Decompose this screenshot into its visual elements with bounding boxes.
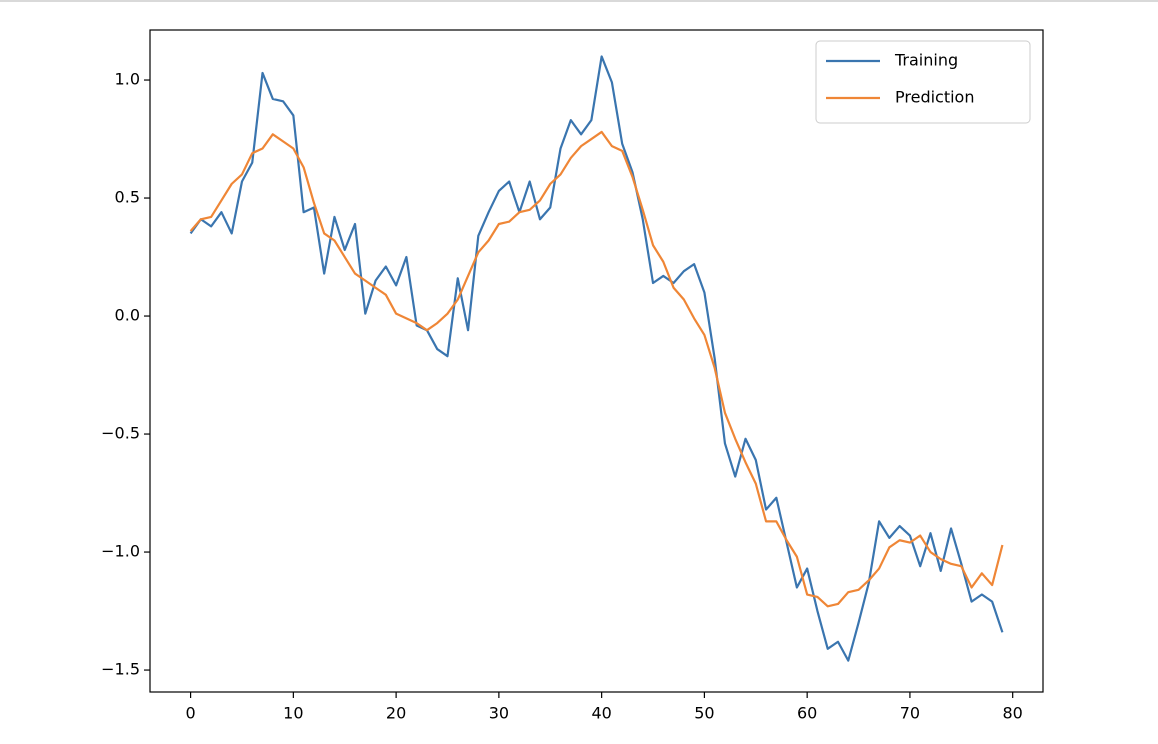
legend-label: Training [894, 51, 958, 70]
y-tick-label: −1.0 [101, 542, 140, 561]
x-tick-label: 50 [694, 704, 714, 723]
y-tick-label: 0.5 [115, 188, 140, 207]
y-tick-label: −1.5 [101, 660, 140, 679]
x-tick-label: 70 [900, 704, 920, 723]
y-tick-label: 0.0 [115, 306, 140, 325]
y-tick-label: −0.5 [101, 424, 140, 443]
x-tick-label: 30 [489, 704, 509, 723]
x-tick-label: 80 [1003, 704, 1023, 723]
x-tick-label: 20 [386, 704, 406, 723]
y-tick-label: 1.0 [115, 70, 140, 89]
x-tick-label: 60 [797, 704, 817, 723]
legend-label: Prediction [895, 88, 974, 107]
x-tick-label: 40 [591, 704, 611, 723]
axes-frame [149, 29, 1044, 693]
x-tick-label: 10 [283, 704, 303, 723]
x-tick-label: 0 [185, 704, 195, 723]
series-line [189, 55, 1004, 662]
series-line [189, 130, 1004, 608]
